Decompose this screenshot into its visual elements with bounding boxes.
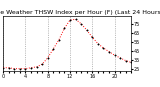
Title: Milwaukee Weather THSW Index per Hour (F) (Last 24 Hours): Milwaukee Weather THSW Index per Hour (F…: [0, 10, 160, 15]
